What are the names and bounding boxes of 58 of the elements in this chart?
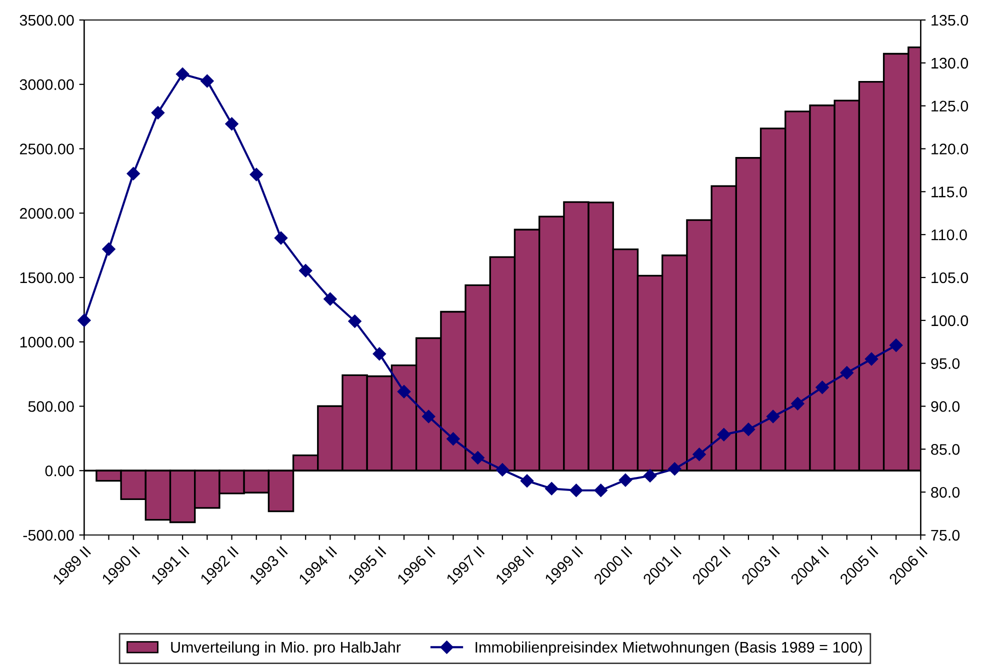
point: [200, 74, 214, 88]
y-tick-label: 2500.00: [20, 144, 74, 154]
point: [692, 448, 706, 461]
point: [717, 428, 730, 442]
y2-tick-label: 95.0: [931, 358, 960, 370]
y-tick-label: 1000.00: [20, 336, 74, 348]
y-tick-label: 1500.00: [20, 272, 74, 284]
point: [471, 451, 484, 464]
point: [840, 366, 854, 380]
point: [250, 168, 263, 182]
y2-tick-label: 75.0: [931, 530, 960, 541]
legend-label: Umverteilung in Mio. pro HalbJahr: [171, 641, 401, 656]
point: [372, 347, 386, 360]
point: [520, 474, 534, 488]
point: [299, 264, 312, 278]
point: [78, 314, 91, 328]
point: [816, 380, 829, 394]
y-tick-label: 500.00: [28, 401, 74, 412]
legend-label: Immobilienpreisindex Mietwohnungen (Basis 1989 = 100): [476, 641, 862, 656]
point: [864, 352, 878, 366]
y2-tick-label: 110.0: [932, 229, 967, 240]
point: [594, 484, 608, 497]
y-tick-label: 0.00: [45, 465, 74, 476]
point: [742, 422, 756, 436]
y2-tick-label: 115.0: [932, 186, 967, 198]
y-tick-label: 2000.00: [20, 208, 74, 219]
point: [422, 410, 436, 424]
point: [496, 463, 510, 476]
point: [668, 462, 682, 476]
point: [151, 106, 165, 120]
y2-tick-label: 105.0: [932, 272, 968, 284]
point: [890, 338, 903, 352]
y-tick-label: 3000.00: [20, 79, 74, 90]
point: [545, 482, 558, 496]
point: [126, 167, 140, 180]
y2-tick-label: 120.0: [932, 144, 968, 154]
point: [570, 484, 583, 497]
y2-tick-label: 80.0: [931, 486, 960, 498]
point: [225, 117, 238, 130]
point: [348, 314, 362, 328]
point: [102, 242, 116, 256]
point: [766, 410, 780, 424]
point: [618, 473, 632, 487]
y2-tick-label: 135.0: [932, 14, 968, 26]
y-tick-label: -500.00: [23, 530, 74, 541]
y-tick-label: 3500.00: [20, 14, 74, 26]
point: [274, 231, 288, 245]
point: [791, 397, 804, 410]
point: [397, 385, 411, 398]
point: [176, 67, 190, 81]
y2-tick-label: 100.0: [932, 315, 968, 326]
y2-tick-label: 130.0: [932, 58, 968, 69]
y2-tick-label: 90.0: [931, 401, 960, 412]
point: [643, 469, 657, 482]
y2-tick-label: 125.0: [932, 100, 968, 112]
point: [324, 292, 337, 306]
y2-tick-label: 85.0: [931, 444, 960, 455]
point: [446, 432, 460, 446]
